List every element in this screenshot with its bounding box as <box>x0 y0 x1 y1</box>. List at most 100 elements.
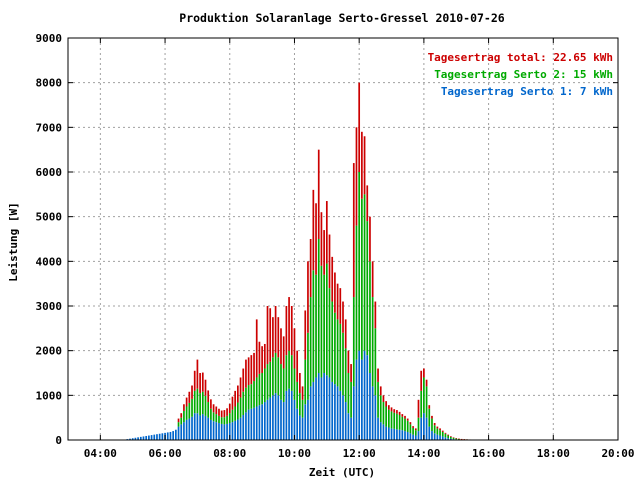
x-tick-label: 12:00 <box>343 447 376 460</box>
bar-serto1 <box>406 431 409 440</box>
bar-serto2 <box>344 348 347 403</box>
bar-serto2 <box>396 413 398 430</box>
bar-serto1 <box>444 437 447 440</box>
bar-serto1 <box>288 388 290 440</box>
bar-total <box>458 438 460 440</box>
bar-serto1 <box>245 412 247 440</box>
bar-serto1 <box>210 419 212 440</box>
bar-serto1 <box>414 435 417 440</box>
bar-total <box>228 403 231 414</box>
bar-serto1 <box>169 431 172 440</box>
bar-serto2 <box>452 437 455 440</box>
bar-total <box>339 288 342 324</box>
bar-total <box>396 410 398 414</box>
bar-total <box>361 131 363 199</box>
bar-serto2 <box>231 409 234 423</box>
bar-serto1 <box>371 386 374 440</box>
bar-total <box>290 306 293 356</box>
bar-total <box>423 368 425 378</box>
bar-serto2 <box>331 301 334 382</box>
bar-serto1 <box>385 426 387 440</box>
bar-serto1 <box>148 435 150 440</box>
bar-serto2 <box>266 364 269 400</box>
bar-serto2 <box>301 399 304 418</box>
y-tick-label: 7000 <box>36 121 63 134</box>
bar-total <box>237 385 239 403</box>
bar-total <box>385 401 387 407</box>
bar-total <box>325 201 328 264</box>
bar-serto1 <box>428 426 431 440</box>
bar-total <box>207 390 210 403</box>
bar-serto2 <box>431 418 433 432</box>
bar-total <box>428 405 431 409</box>
bar-serto2 <box>455 438 458 440</box>
bar-total <box>258 341 261 374</box>
bar-total <box>404 415 406 419</box>
bar-serto1 <box>398 429 401 440</box>
bar-serto1 <box>423 413 425 440</box>
bar-total <box>431 415 433 419</box>
legend-entry: Tagesertrag Serto 1: 7 kWh <box>441 85 613 98</box>
bar-total <box>193 370 196 391</box>
bar-serto2 <box>393 412 396 429</box>
bar-serto1 <box>172 431 174 440</box>
bar-total <box>328 234 331 289</box>
bar-serto1 <box>218 423 220 440</box>
bar-serto2 <box>299 393 301 416</box>
bar-total <box>320 212 323 266</box>
bar-total <box>323 230 325 275</box>
bar-serto2 <box>255 377 258 407</box>
bar-total <box>317 149 320 239</box>
bar-serto2 <box>183 410 185 423</box>
bar-serto2 <box>253 381 255 408</box>
bar-serto2 <box>412 427 414 435</box>
bar-total <box>188 391 191 403</box>
bar-total <box>272 317 274 358</box>
bar-total <box>460 438 463 440</box>
bar-serto1 <box>201 414 204 440</box>
bar-serto2 <box>317 239 320 373</box>
bar-serto1 <box>280 399 282 440</box>
bar-serto2 <box>290 355 293 391</box>
bar-serto2 <box>196 388 199 414</box>
bar-total <box>412 426 414 428</box>
bar-serto1 <box>150 435 153 440</box>
bar-serto2 <box>433 425 436 434</box>
bar-total <box>274 306 277 353</box>
bar-serto1 <box>180 424 183 440</box>
bar-total <box>269 308 272 362</box>
y-axis-label: Leistung [W] <box>7 202 20 281</box>
bar-total <box>352 163 355 298</box>
bar-total <box>247 357 250 386</box>
bar-total <box>436 426 439 429</box>
bar-serto1 <box>331 381 334 440</box>
ticks: 0 1000 2000 3000 4000 5000 6000 7000 8000 9000 04:… <box>36 32 635 460</box>
bar-serto1 <box>282 402 285 440</box>
bar-serto1 <box>309 386 312 440</box>
bar-serto2 <box>309 297 312 387</box>
bar-serto1 <box>166 432 169 440</box>
bar-serto1 <box>390 428 393 440</box>
bar-serto1 <box>223 424 226 440</box>
bar-serto2 <box>250 384 253 409</box>
bar-serto2 <box>387 409 390 428</box>
bar-serto1 <box>320 377 323 440</box>
bar-total <box>204 379 207 396</box>
bar-serto2 <box>417 417 420 432</box>
bar-serto1 <box>191 416 193 440</box>
bar-total <box>307 261 309 333</box>
bar-serto2 <box>204 395 207 416</box>
bar-serto1 <box>185 419 188 440</box>
bar-serto1 <box>299 415 301 440</box>
bar-serto2 <box>379 395 382 423</box>
bar-serto2 <box>304 359 307 405</box>
bar-serto2 <box>358 172 361 351</box>
bar-total <box>409 422 412 425</box>
bar-serto1 <box>215 422 218 440</box>
bar-serto2 <box>325 263 328 376</box>
bar-serto1 <box>396 429 398 440</box>
bar-serto1 <box>401 430 404 440</box>
bar-total <box>312 189 315 271</box>
bar-total <box>406 418 409 421</box>
